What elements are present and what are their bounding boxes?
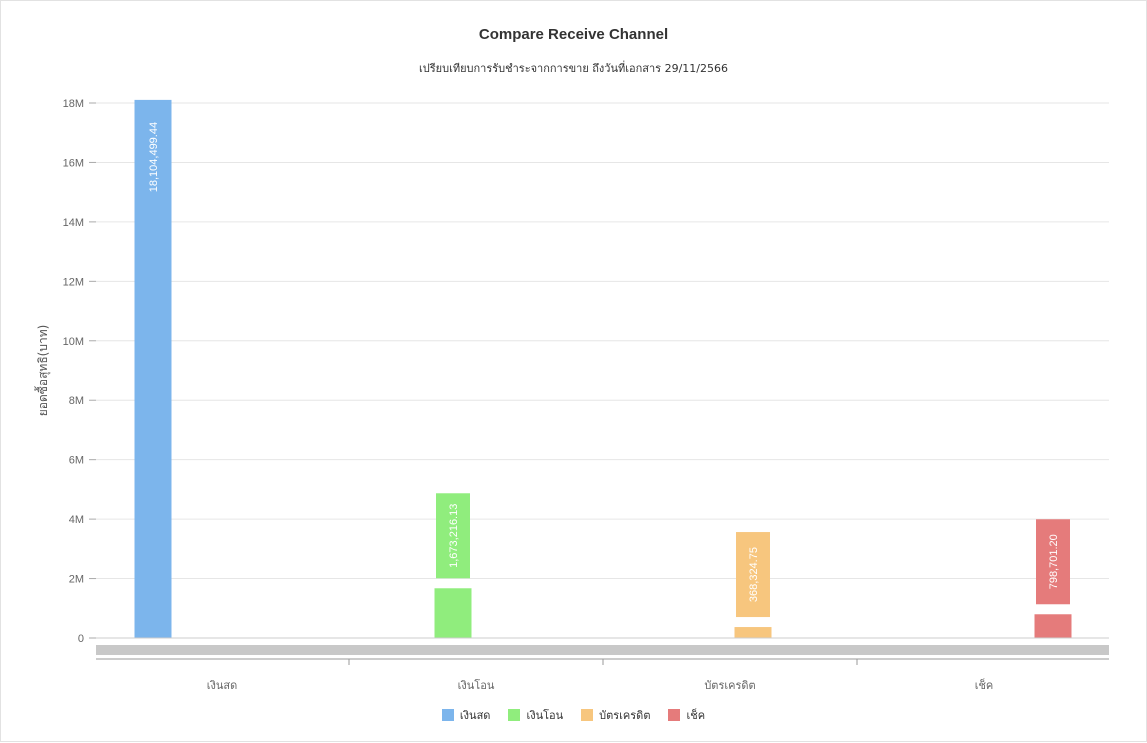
legend-swatch [581, 709, 594, 721]
y-tick-label: 2M [69, 574, 84, 586]
bar-4 [1034, 614, 1072, 638]
x-scrollbar [96, 645, 1109, 655]
data-label-box [1036, 519, 1070, 605]
y-tick-label: 6M [69, 455, 84, 467]
y-tick-label: 0 [78, 633, 84, 645]
legend-swatch [441, 709, 454, 721]
y-tick-label: 8M [69, 395, 84, 407]
chart-subtitle: เปรียบเทียบการรับชำระจากการขาย ถึงวันที่… [419, 62, 728, 75]
data-label: 1,673,216.13 [448, 504, 460, 568]
bar-3 [734, 627, 772, 638]
bar-2 [434, 588, 472, 638]
legend-swatch [508, 709, 521, 721]
legend-item[interactable]: เงินโอน [508, 706, 563, 724]
y-tick-label: 14M [63, 217, 84, 229]
legend-label: เช็ค [686, 709, 706, 722]
legend-item[interactable]: เงินสด [441, 706, 491, 724]
x-category-label: เช็ค [975, 678, 994, 692]
legend-item[interactable]: เช็ค [668, 706, 705, 724]
y-tick-label: 18M [63, 98, 84, 110]
y-axis-title: ยอดซื้อสุทธิ(บาท) [34, 325, 51, 417]
y-tick-label: 16M [63, 157, 84, 169]
legend-label: เงินโอน [526, 709, 564, 722]
data-label-box [736, 532, 770, 618]
y-tick-label: 10M [63, 336, 84, 348]
legend-item[interactable]: บัตรเครดิต [581, 706, 650, 724]
legend-label: เงินสด [459, 709, 491, 722]
x-category-label: เงินสด [207, 679, 238, 692]
x-category-label: บัตรเครดิต [704, 679, 755, 692]
data-label: 368,324.75 [748, 547, 760, 602]
bar-1 [134, 99, 172, 638]
data-label-box [436, 493, 470, 579]
chart-legend: เงินสด เงินโอน บัตรเครดิต เช็ค [1, 706, 1146, 724]
data-label: 798,701.20 [1048, 534, 1060, 589]
legend-swatch [668, 709, 681, 721]
data-label: 18,104,499.44 [148, 122, 160, 192]
y-tick-label: 12M [63, 276, 84, 288]
legend-label: บัตรเครดิต [599, 709, 651, 722]
chart-title: Compare Receive Channel [478, 26, 669, 43]
y-tick-label: 4M [69, 514, 84, 526]
x-category-label: เงินโอน [458, 678, 495, 692]
